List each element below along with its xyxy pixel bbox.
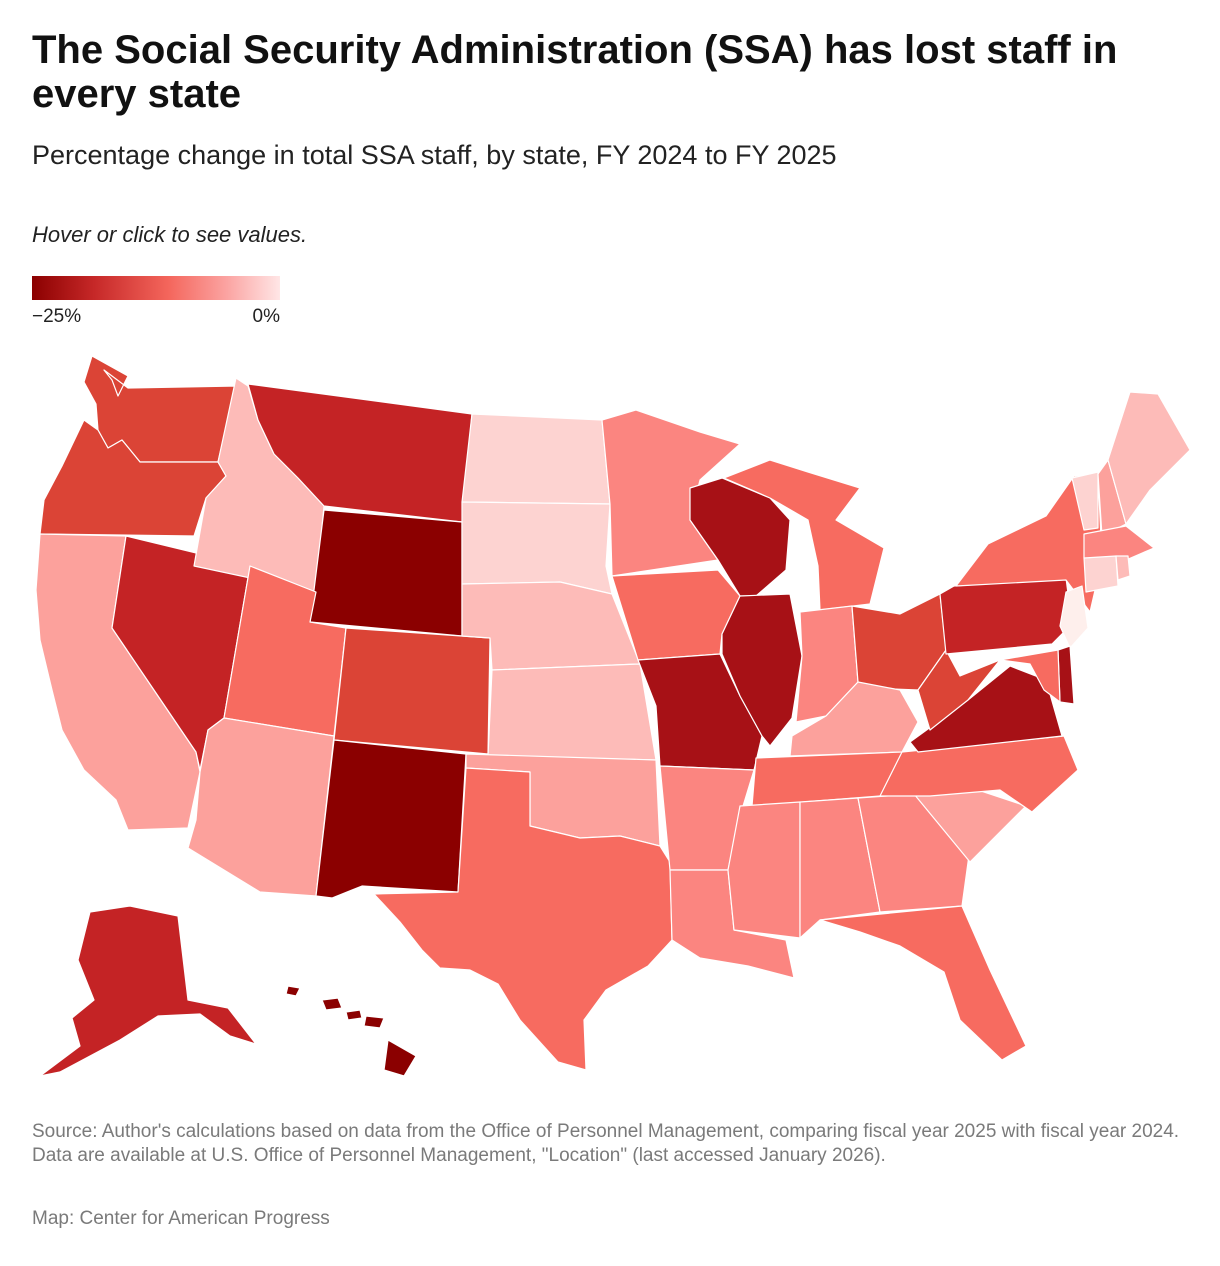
state-rhode-island[interactable] bbox=[1115, 555, 1131, 581]
state-hawaii[interactable] bbox=[285, 985, 417, 1077]
state-florida[interactable] bbox=[819, 905, 1027, 1061]
state-alabama[interactable] bbox=[799, 797, 881, 939]
chart-subtitle: Percentage change in total SSA staff, by… bbox=[32, 140, 837, 170]
state-massachusetts[interactable] bbox=[1083, 525, 1155, 561]
legend-min-label: −25% bbox=[32, 306, 82, 327]
state-colorado[interactable] bbox=[333, 627, 491, 755]
us-state-map bbox=[35, 355, 1191, 1077]
legend-gradient-bar bbox=[32, 276, 280, 300]
state-maryland[interactable] bbox=[999, 649, 1061, 703]
hover-instruction: Hover or click to see values. bbox=[32, 222, 308, 247]
state-mississippi[interactable] bbox=[727, 801, 801, 939]
state-illinois[interactable] bbox=[721, 593, 803, 747]
state-wyoming[interactable] bbox=[309, 509, 463, 637]
state-delaware[interactable] bbox=[1057, 645, 1075, 705]
state-connecticut[interactable] bbox=[1083, 555, 1119, 593]
color-legend: −25% 0% bbox=[32, 276, 280, 332]
state-north-carolina[interactable] bbox=[879, 735, 1079, 813]
state-pennsylvania[interactable] bbox=[939, 577, 1073, 655]
state-arizona[interactable] bbox=[187, 717, 335, 897]
state-north-dakota[interactable] bbox=[461, 413, 611, 505]
legend-max-label: 0% bbox=[252, 306, 280, 327]
state-maine[interactable] bbox=[1107, 391, 1191, 525]
state-alaska[interactable] bbox=[39, 905, 257, 1077]
chart-title: The Social Security Administration (SSA)… bbox=[32, 28, 1118, 116]
state-missouri[interactable] bbox=[637, 653, 763, 771]
state-vermont[interactable] bbox=[1071, 471, 1099, 531]
state-new-jersey[interactable] bbox=[1059, 585, 1089, 649]
state-south-dakota[interactable] bbox=[461, 501, 613, 595]
state-new-mexico[interactable] bbox=[315, 739, 467, 899]
state-texas[interactable] bbox=[373, 767, 673, 1071]
source-note: Source: Author's calculations based on d… bbox=[32, 1121, 1180, 1166]
state-michigan[interactable] bbox=[723, 459, 885, 611]
state-kansas[interactable] bbox=[487, 663, 657, 761]
map-credit: Map: Center for American Progress bbox=[32, 1208, 330, 1229]
